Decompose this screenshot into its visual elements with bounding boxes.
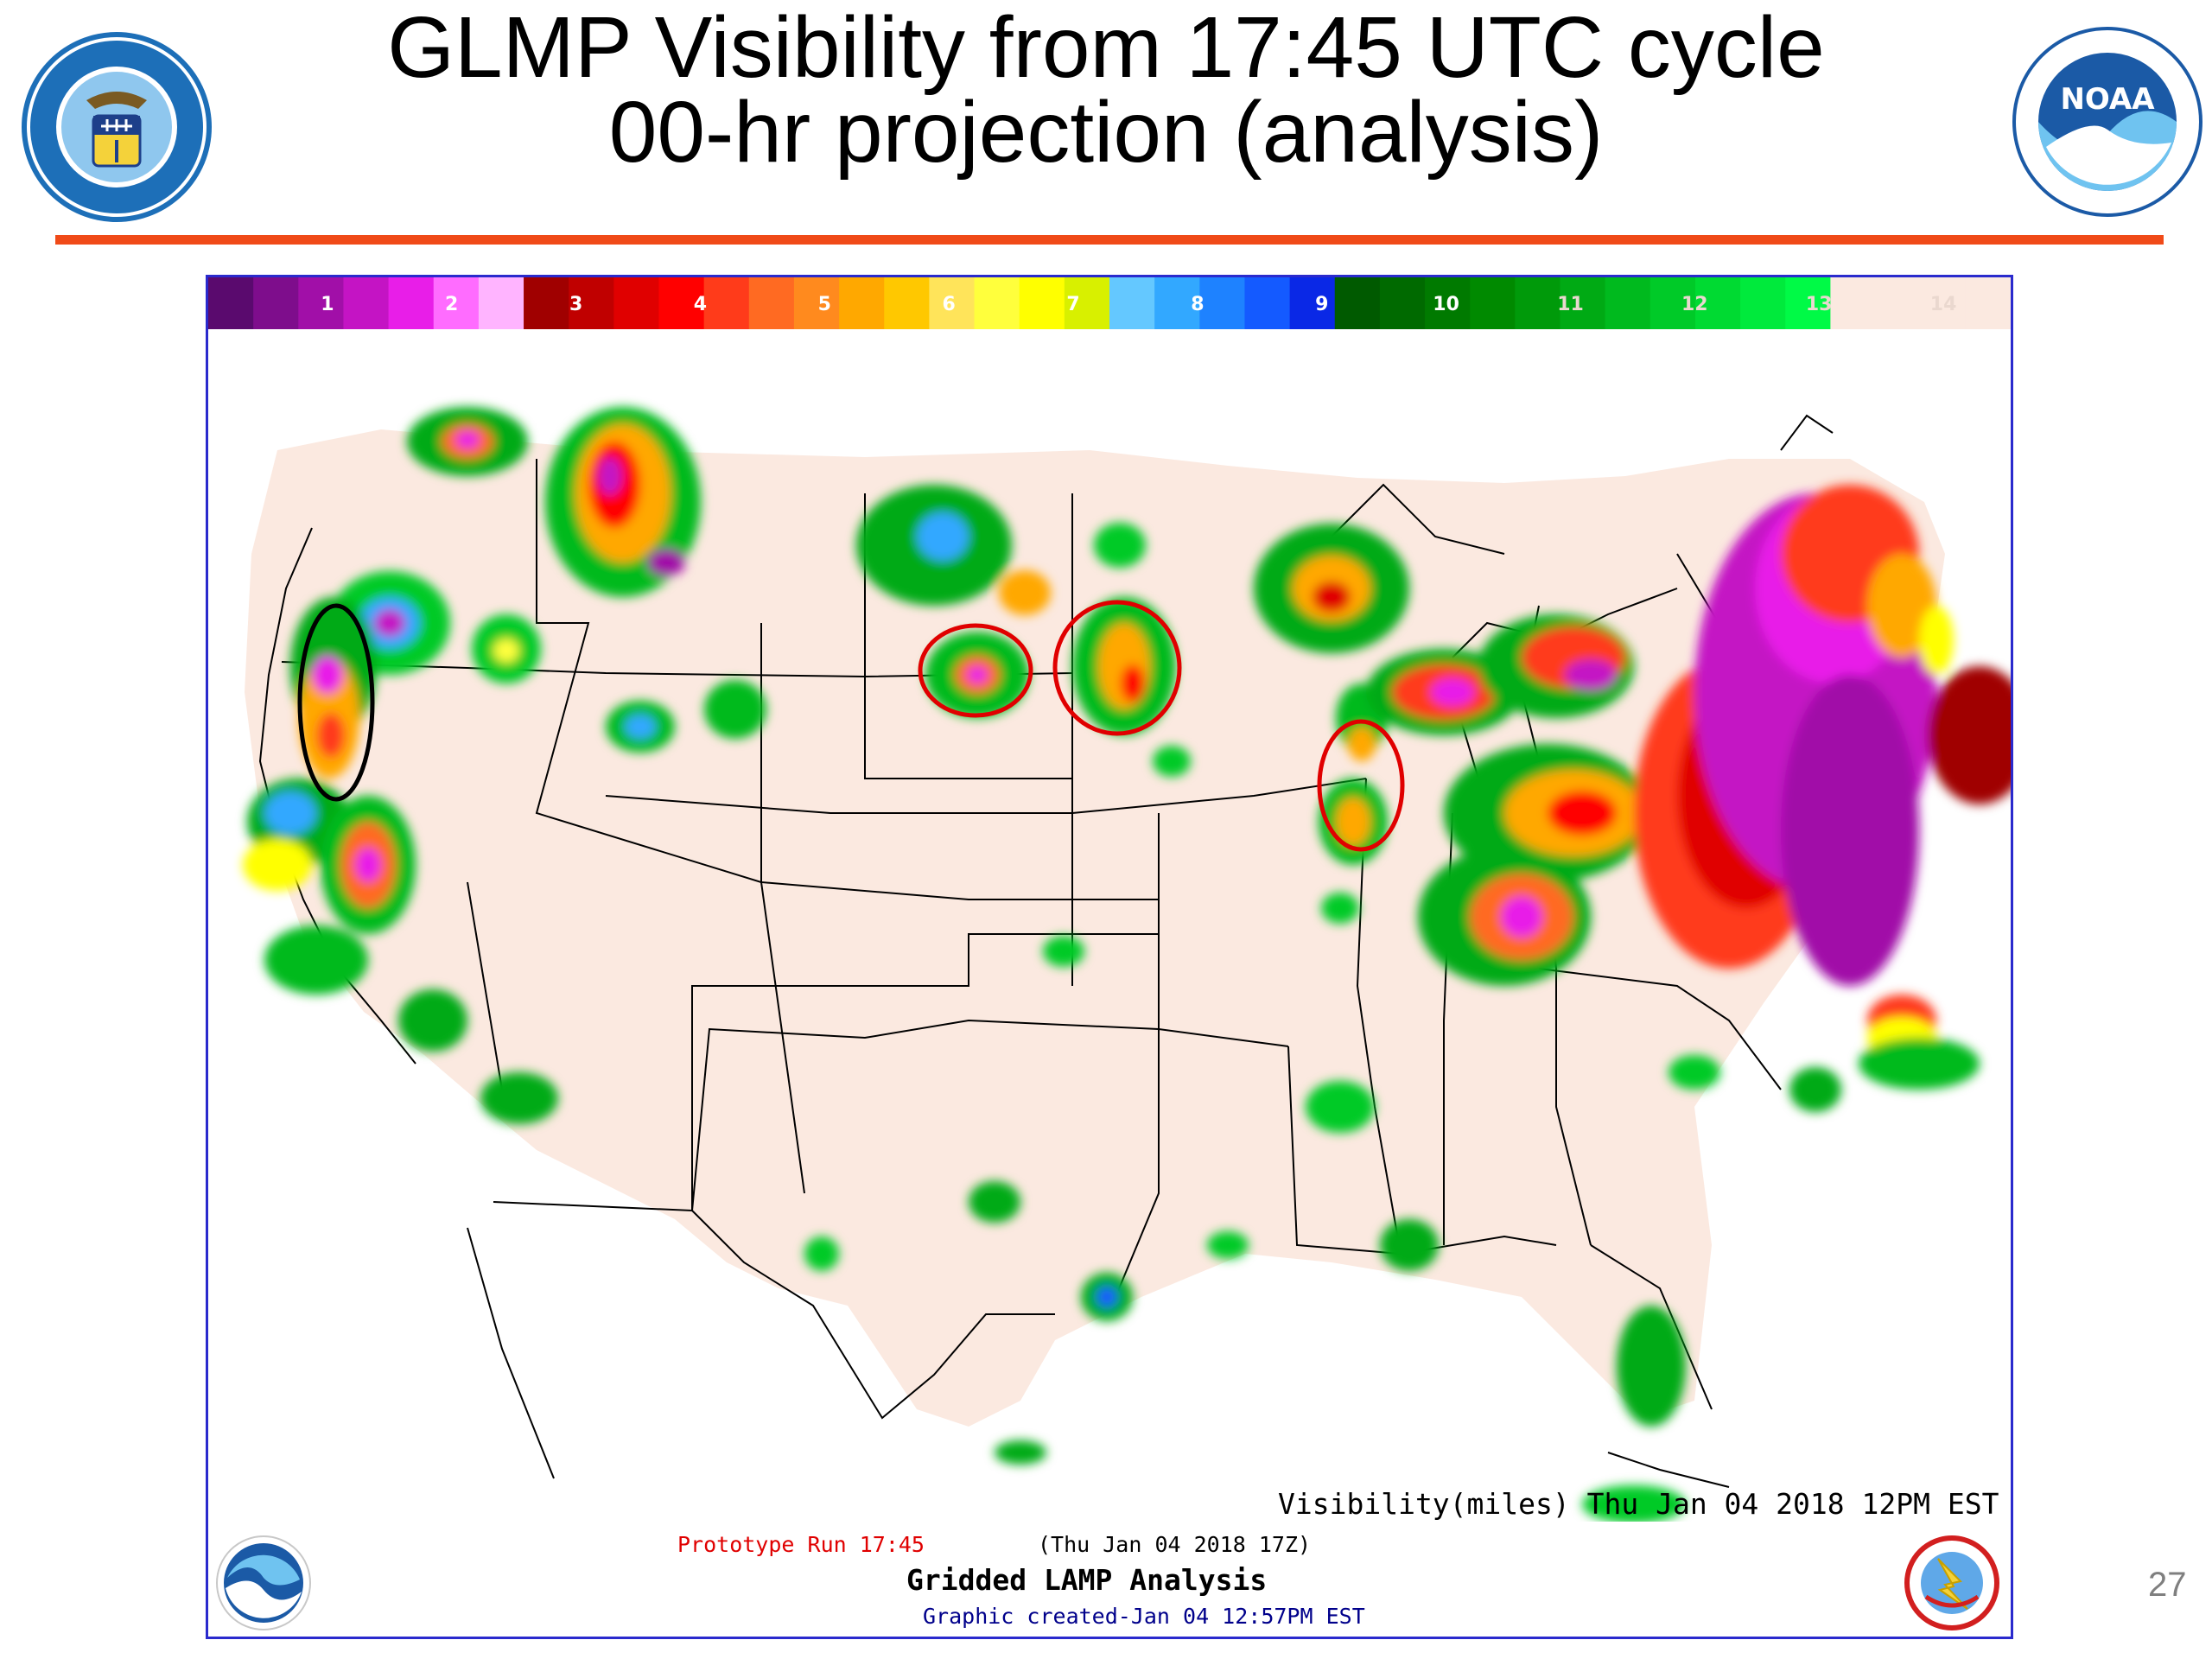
color-scale-label: 1 <box>321 294 334 315</box>
page-number: 27 <box>2148 1566 2187 1604</box>
color-scale-swatch <box>974 277 1020 329</box>
color-scale-swatch <box>1109 277 1155 329</box>
color-scale-swatch <box>1740 277 1786 329</box>
color-scale-swatch <box>208 277 254 329</box>
color-scale-swatch <box>1965 277 2011 329</box>
noaa-seal-icon: NOAA <box>2012 27 2202 217</box>
color-scale-swatch <box>1289 277 1336 329</box>
national-weather-service-logo-icon <box>1904 1535 1999 1630</box>
color-scale-swatch <box>1785 277 1831 329</box>
visibility-map <box>243 407 2011 1522</box>
map-panel: 1 2 3 4 5 6 7 8 9 10 11 12 13 14 <box>206 275 2013 1639</box>
color-scale-swatch <box>884 277 930 329</box>
color-scale-swatch <box>343 277 390 329</box>
color-scale-swatch <box>613 277 660 329</box>
color-scale-label: 9 <box>1315 294 1328 315</box>
color-scale-swatch <box>929 277 976 329</box>
color-scale-swatch <box>478 277 524 329</box>
color-scale-label: 8 <box>1191 294 1204 315</box>
color-scale-swatch <box>658 277 705 329</box>
color-scale-swatch <box>1019 277 1065 329</box>
noaa-logo-small-icon <box>216 1535 311 1630</box>
valid-time-label: (Thu Jan 04 2018 17Z) <box>1038 1532 1312 1557</box>
color-scale-swatch <box>433 277 480 329</box>
color-scale-label: 3 <box>569 294 582 315</box>
graphic-created-label: Graphic created-Jan 04 12:57PM EST <box>923 1604 1365 1629</box>
color-scale-label: 10 <box>1433 294 1459 315</box>
noaa-wordmark: NOAA <box>2060 82 2155 117</box>
slide-title-line1: GLMP Visibility from 17:45 UTC cycle <box>387 0 1825 96</box>
color-scale-swatch <box>1244 277 1291 329</box>
annotation-circle-black <box>297 603 375 802</box>
color-scale-swatch <box>388 277 435 329</box>
color-scale-swatch <box>524 277 569 329</box>
color-scale-swatch <box>1515 277 1561 329</box>
color-scale-swatch <box>1154 277 1200 329</box>
color-scale-label: 11 <box>1557 294 1584 315</box>
color-scale-label: 5 <box>818 294 831 315</box>
color-scale-label: 7 <box>1066 294 1079 315</box>
color-scale-swatch <box>1064 277 1110 329</box>
color-scale-swatch <box>1199 277 1246 329</box>
color-scale-swatch <box>793 277 840 329</box>
product-name-label: Gridded LAMP Analysis <box>906 1563 1268 1597</box>
color-scale-swatch <box>703 277 750 329</box>
prototype-run-label: Prototype Run 17:45 <box>677 1532 925 1557</box>
color-scale-swatch <box>253 277 299 329</box>
color-scale-label: 6 <box>943 294 956 315</box>
visibility-patches <box>243 407 2011 1522</box>
color-scale-label: 4 <box>694 294 707 315</box>
department-of-commerce-seal-icon <box>22 32 212 222</box>
color-scale-swatch <box>1649 277 1696 329</box>
color-scale-swatch <box>1920 277 1967 329</box>
color-scale-swatch <box>1560 277 1606 329</box>
color-scale-swatch <box>1875 277 1922 329</box>
color-scale-label: 12 <box>1681 294 1708 315</box>
visibility-color-scale: 1 2 3 4 5 6 7 8 9 10 11 12 13 14 <box>208 277 2011 329</box>
color-scale-swatch <box>1470 277 1516 329</box>
color-scale-swatch <box>569 277 614 329</box>
color-scale-label: 2 <box>445 294 458 315</box>
title-divider <box>55 235 2164 245</box>
color-scale-swatch <box>839 277 885 329</box>
color-scale-swatch <box>1830 277 1877 329</box>
annotation-circle-minnesota <box>1052 600 1182 736</box>
color-scale-swatch <box>748 277 795 329</box>
color-scale-swatch <box>1605 277 1651 329</box>
color-scale-swatch <box>1334 277 1381 329</box>
visibility-caption: Visibility(miles) Thu Jan 04 2018 12PM E… <box>1278 1487 1999 1521</box>
annotation-circle-south-dakota <box>918 623 1033 718</box>
slide-title: GLMP Visibility from 17:45 UTC cycle 00-… <box>259 0 1953 181</box>
annotation-circle-illinois <box>1317 719 1405 852</box>
color-scale-swatch <box>1694 277 1741 329</box>
slide-title-line2: 00-hr projection (analysis) <box>608 84 1604 181</box>
color-scale-swatch <box>298 277 345 329</box>
color-scale-label: 13 <box>1806 294 1833 315</box>
color-scale-swatch <box>1425 277 1471 329</box>
color-scale-swatch <box>1379 277 1426 329</box>
color-scale-label: 14 <box>1930 294 1957 315</box>
